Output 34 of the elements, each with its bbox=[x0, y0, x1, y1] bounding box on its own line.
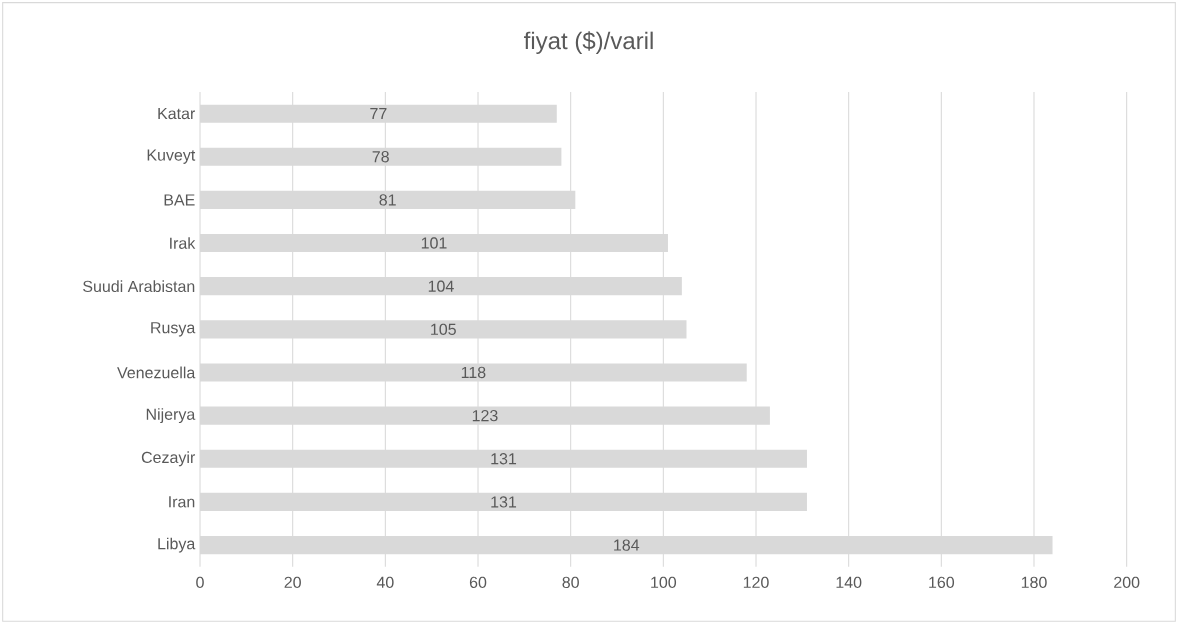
x-tick-label: 180 bbox=[1021, 576, 1047, 589]
data-label: 131 bbox=[491, 453, 517, 465]
x-tick-label: 100 bbox=[651, 576, 677, 589]
x-tick-label: 200 bbox=[1114, 576, 1140, 589]
y-tick-label: Iran bbox=[169, 496, 195, 508]
x-tick-label: 160 bbox=[929, 576, 955, 589]
x-tick-label: 0 bbox=[196, 576, 204, 589]
y-tick-label: Katar bbox=[158, 108, 196, 120]
y-tick-label: Libya bbox=[158, 537, 196, 553]
y-tick-label: Venezuella bbox=[117, 366, 196, 379]
y-tick-label: Kuveyt bbox=[147, 149, 196, 164]
x-tick-label: 20 bbox=[284, 576, 301, 589]
data-label: 78 bbox=[372, 151, 389, 163]
data-label: 77 bbox=[370, 108, 387, 120]
data-label: 81 bbox=[379, 194, 396, 206]
x-tick-label: 140 bbox=[836, 576, 862, 589]
x-tick-label: 120 bbox=[743, 576, 769, 589]
data-label: 131 bbox=[491, 496, 517, 508]
y-tick-label: Irak bbox=[170, 237, 196, 249]
y-tick-label: Nijerya bbox=[146, 408, 196, 424]
chart-title: fiyat ($)/varil bbox=[524, 31, 653, 55]
x-tick-label: 80 bbox=[562, 576, 579, 589]
data-label: 123 bbox=[472, 409, 498, 422]
data-label: 101 bbox=[421, 237, 447, 249]
data-label: 184 bbox=[614, 539, 640, 551]
y-tick-label: BAE bbox=[164, 194, 195, 206]
y-tick-label: Cezayir bbox=[141, 451, 196, 467]
x-tick-label: 40 bbox=[376, 576, 394, 589]
data-label: 104 bbox=[428, 280, 454, 292]
data-label: 118 bbox=[461, 366, 486, 379]
y-tick-label: Rusya bbox=[151, 322, 196, 337]
x-tick-label: 60 bbox=[469, 576, 487, 589]
y-tick-label: Suudi Arabistan bbox=[83, 280, 195, 293]
data-label: 105 bbox=[431, 323, 456, 335]
